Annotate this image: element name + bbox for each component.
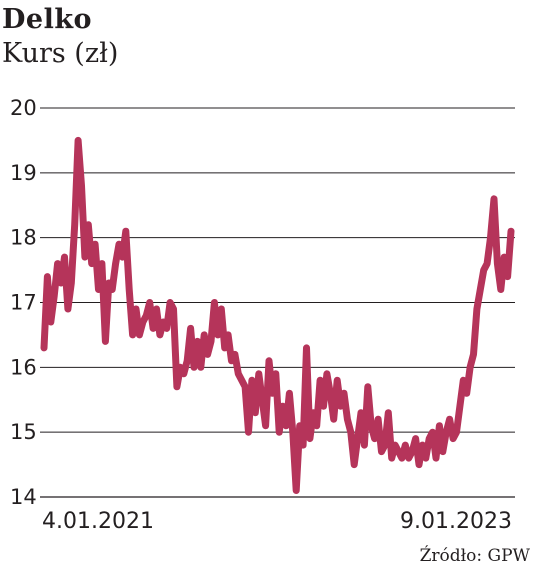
y-tick-label: 16 (10, 355, 37, 379)
x-tick-start: 4.01.2021 (42, 509, 154, 534)
y-tick-label: 14 (10, 485, 37, 509)
x-tick-end: 9.01.2023 (400, 509, 512, 534)
y-tick-label: 18 (10, 226, 37, 250)
price-series-line (40, 136, 515, 494)
y-tick-label: 19 (10, 161, 37, 185)
y-tick-label: 20 (10, 96, 37, 120)
y-tick-label: 17 (10, 291, 37, 315)
y-axis-ticks: 14 15 16 17 18 19 20 (10, 96, 37, 509)
chart-title: Delko (2, 4, 93, 35)
source-note: Źródło: GPW (419, 546, 530, 566)
chart-subtitle: Kurs (zł) (2, 38, 119, 69)
y-tick-label: 15 (10, 420, 37, 444)
